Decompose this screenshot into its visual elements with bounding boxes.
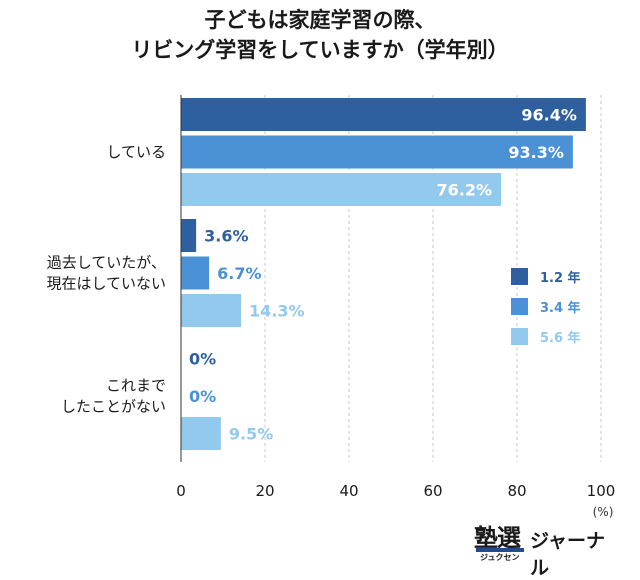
category-label: している [106, 143, 166, 161]
x-tick-label: 0 [176, 482, 186, 500]
x-tick-label: 80 [507, 482, 526, 500]
bar [181, 219, 197, 252]
legend-label: 3.4 年 [540, 300, 581, 316]
logo-mark-text: 塾選 [474, 523, 521, 552]
logo-subtext: ジュクセン [480, 553, 520, 562]
data-label: 3.6% [204, 227, 248, 246]
legend-swatch [511, 328, 528, 345]
data-label: 76.2% [437, 181, 493, 200]
chart-title-line: リビング学習をしていますか（学年別） [131, 38, 508, 62]
x-unit-label: (%) [593, 505, 614, 519]
bar [181, 135, 573, 169]
x-tick-label: 20 [255, 482, 274, 500]
category-label: これまで [106, 377, 166, 395]
data-label: 96.4% [521, 106, 577, 125]
x-tick-label: 60 [423, 482, 442, 500]
bar [181, 417, 221, 450]
data-label: 0% [189, 387, 216, 406]
data-label: 14.3% [249, 302, 305, 321]
x-tick-label: 40 [339, 482, 358, 500]
logo-wordmark: ジャーナル [530, 530, 606, 579]
legend-label: 1.2 年 [540, 270, 581, 286]
x-tick-label: 100 [587, 482, 616, 500]
category-label: 過去していたが、 [47, 254, 166, 272]
data-label: 9.5% [229, 425, 273, 444]
category-label: 現在はしていない [46, 275, 166, 293]
legend-swatch [511, 268, 528, 285]
category-label: したことがない [61, 398, 166, 416]
bar [181, 173, 502, 206]
brand-logo: 塾選 ジュクセン ジャーナル [474, 518, 614, 579]
bar [181, 294, 242, 327]
data-label: 93.3% [508, 143, 564, 162]
bar [181, 98, 586, 131]
data-label: 6.7% [217, 264, 261, 283]
legend-label: 5.6 年 [540, 330, 581, 346]
data-label: 0% [189, 350, 216, 369]
logo-underline [476, 548, 524, 552]
chart-title-line: 子どもは家庭学習の際、 [205, 8, 436, 32]
legend-swatch [511, 298, 528, 315]
bar [181, 256, 210, 290]
